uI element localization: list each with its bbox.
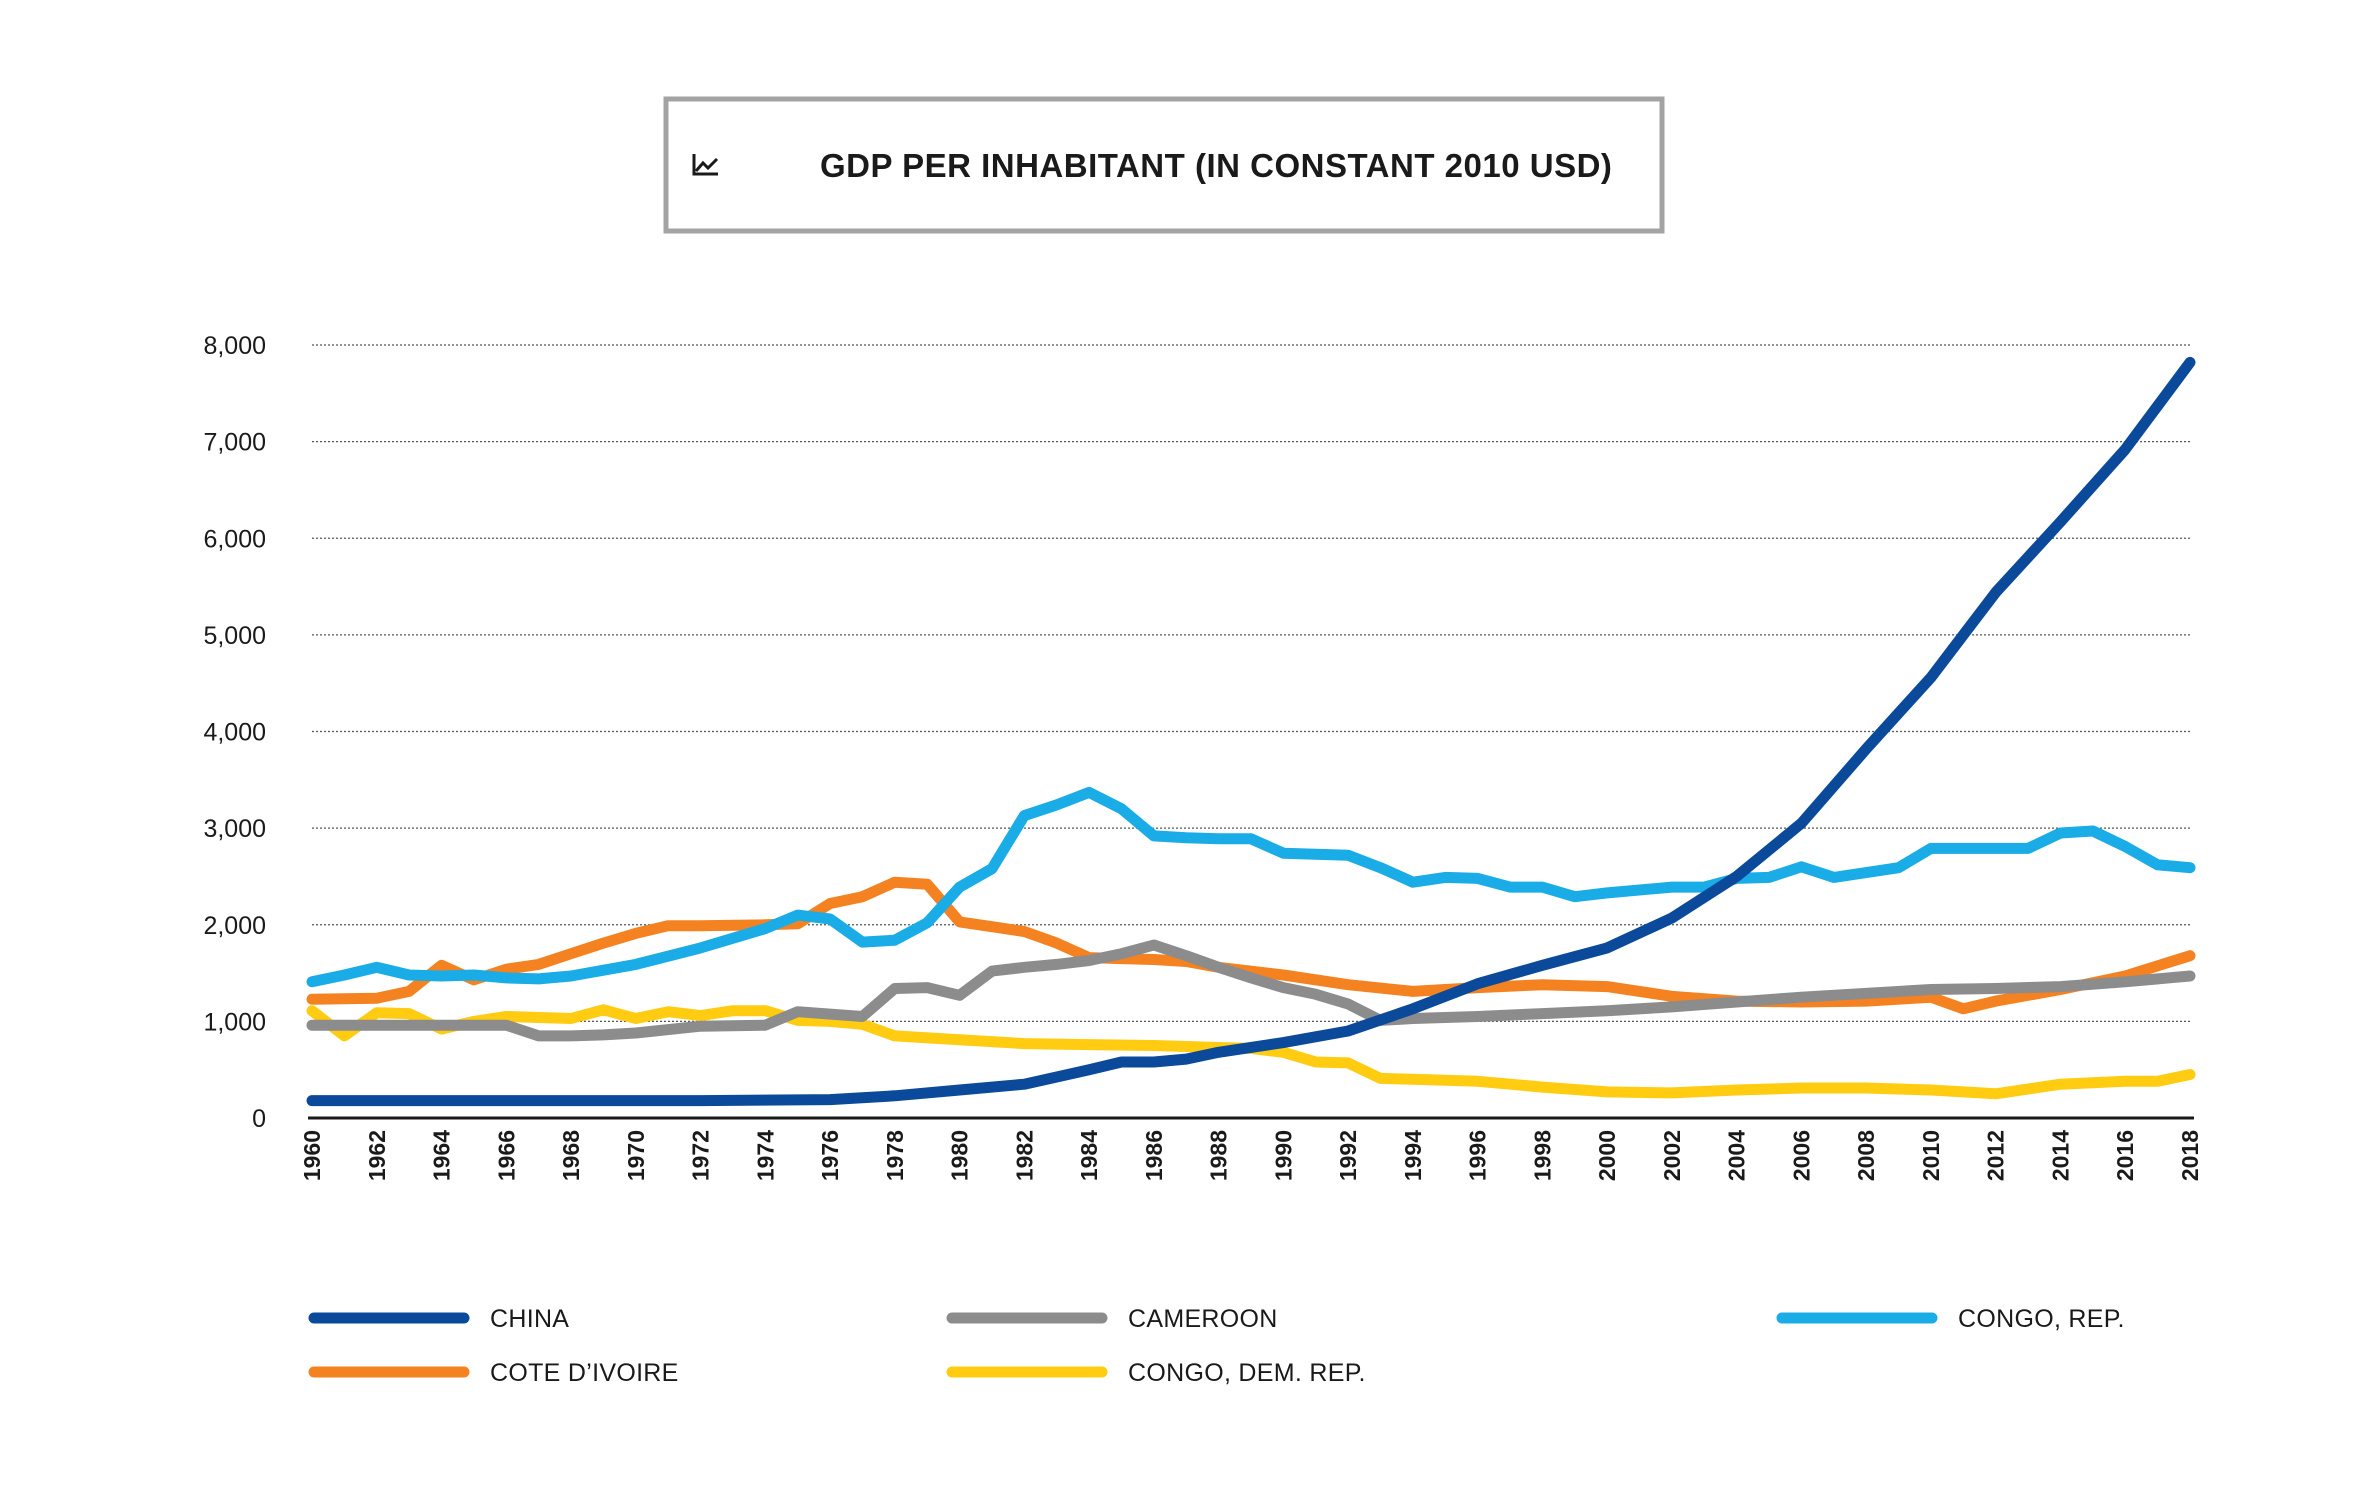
x-tick-label: 2016 (2112, 1130, 2138, 1181)
title-box: GDP PER INHABITANT (IN CONSTANT 2010 USD… (663, 96, 1665, 234)
x-tick-label: 1980 (947, 1130, 973, 1181)
series-line-china (306, 356, 2196, 1107)
series-lines (306, 356, 2196, 1107)
x-tick-label: 1966 (493, 1130, 519, 1181)
line-chart-icon (692, 154, 719, 176)
x-tick-label: 2018 (2177, 1130, 2203, 1181)
x-tick-label: 1996 (1465, 1130, 1491, 1181)
y-tick-label: 7,000 (203, 429, 266, 457)
y-tick-label: 3,000 (203, 815, 266, 843)
legend-label-china: CHINA (490, 1305, 569, 1333)
x-tick-label: 2008 (1853, 1130, 1879, 1181)
y-tick-label: 6,000 (203, 525, 266, 553)
x-tick-label: 2012 (1983, 1130, 2009, 1181)
x-tick-label: 2010 (1918, 1130, 1944, 1181)
title-frame (663, 96, 1665, 234)
x-axis-ticks: 1960 1962 1964 1966 1968 1970 1972 1974 1976 1978… (299, 1130, 2203, 1181)
y-tick-label: 8,000 (203, 332, 266, 360)
series-line-cameroon (306, 939, 2196, 1042)
chart-title: GDP PER INHABITANT (IN CONSTANT 2010 USD… (820, 147, 1612, 184)
x-tick-label: 1974 (752, 1130, 778, 1181)
x-tick-label: 1994 (1400, 1130, 1426, 1181)
legend-label-congo-rep: CONGO, REP. (1958, 1305, 2125, 1333)
y-tick-label: 0 (252, 1105, 266, 1133)
legend-label-cameroon: CAMEROON (1128, 1305, 1278, 1333)
x-tick-label: 1978 (882, 1130, 908, 1181)
x-tick-label: 1970 (623, 1130, 649, 1181)
x-tick-label: 1976 (817, 1130, 843, 1181)
x-tick-label: 1988 (1206, 1130, 1232, 1181)
legend-label-cote-d-ivoire: COTE D’IVOIRE (490, 1359, 679, 1387)
y-axis-ticks: 0 1,000 2,000 3,000 4,000 5,000 6,000 7,000 8,00… (203, 332, 266, 1133)
x-tick-label: 2006 (1788, 1130, 1814, 1181)
y-tick-label: 1,000 (203, 1008, 266, 1036)
x-tick-label: 1962 (364, 1130, 390, 1181)
x-tick-label: 2014 (2047, 1130, 2073, 1181)
y-tick-label: 5,000 (203, 622, 266, 650)
series-line-congo-dem-rep (306, 1004, 2196, 1100)
grid-lines (312, 344, 2190, 1022)
x-tick-label: 1998 (1529, 1130, 1555, 1181)
x-tick-label: 1968 (558, 1130, 584, 1181)
x-tick-label: 1982 (1011, 1130, 1037, 1181)
x-tick-label: 1960 (299, 1130, 325, 1181)
x-tick-label: 2004 (1724, 1130, 1750, 1181)
y-tick-label: 2,000 (203, 912, 266, 940)
y-tick-label: 4,000 (203, 719, 266, 747)
series-line-congo-rep (306, 786, 2196, 988)
x-tick-label: 2002 (1659, 1130, 1685, 1181)
x-tick-label: 1992 (1335, 1130, 1361, 1181)
x-tick-label: 1964 (429, 1130, 455, 1181)
x-tick-label: 1990 (1270, 1130, 1296, 1181)
x-tick-label: 2000 (1594, 1130, 1620, 1181)
x-tick-label: 1972 (688, 1130, 714, 1181)
legend-label-congo-dem-rep: CONGO, DEM. REP. (1128, 1359, 1366, 1387)
x-tick-label: 1986 (1141, 1130, 1167, 1181)
legend: CHINA CAMEROON CONGO, REP. COTE D’IVOIRE CON… (308, 1305, 2125, 1387)
x-tick-label: 1984 (1076, 1130, 1102, 1181)
